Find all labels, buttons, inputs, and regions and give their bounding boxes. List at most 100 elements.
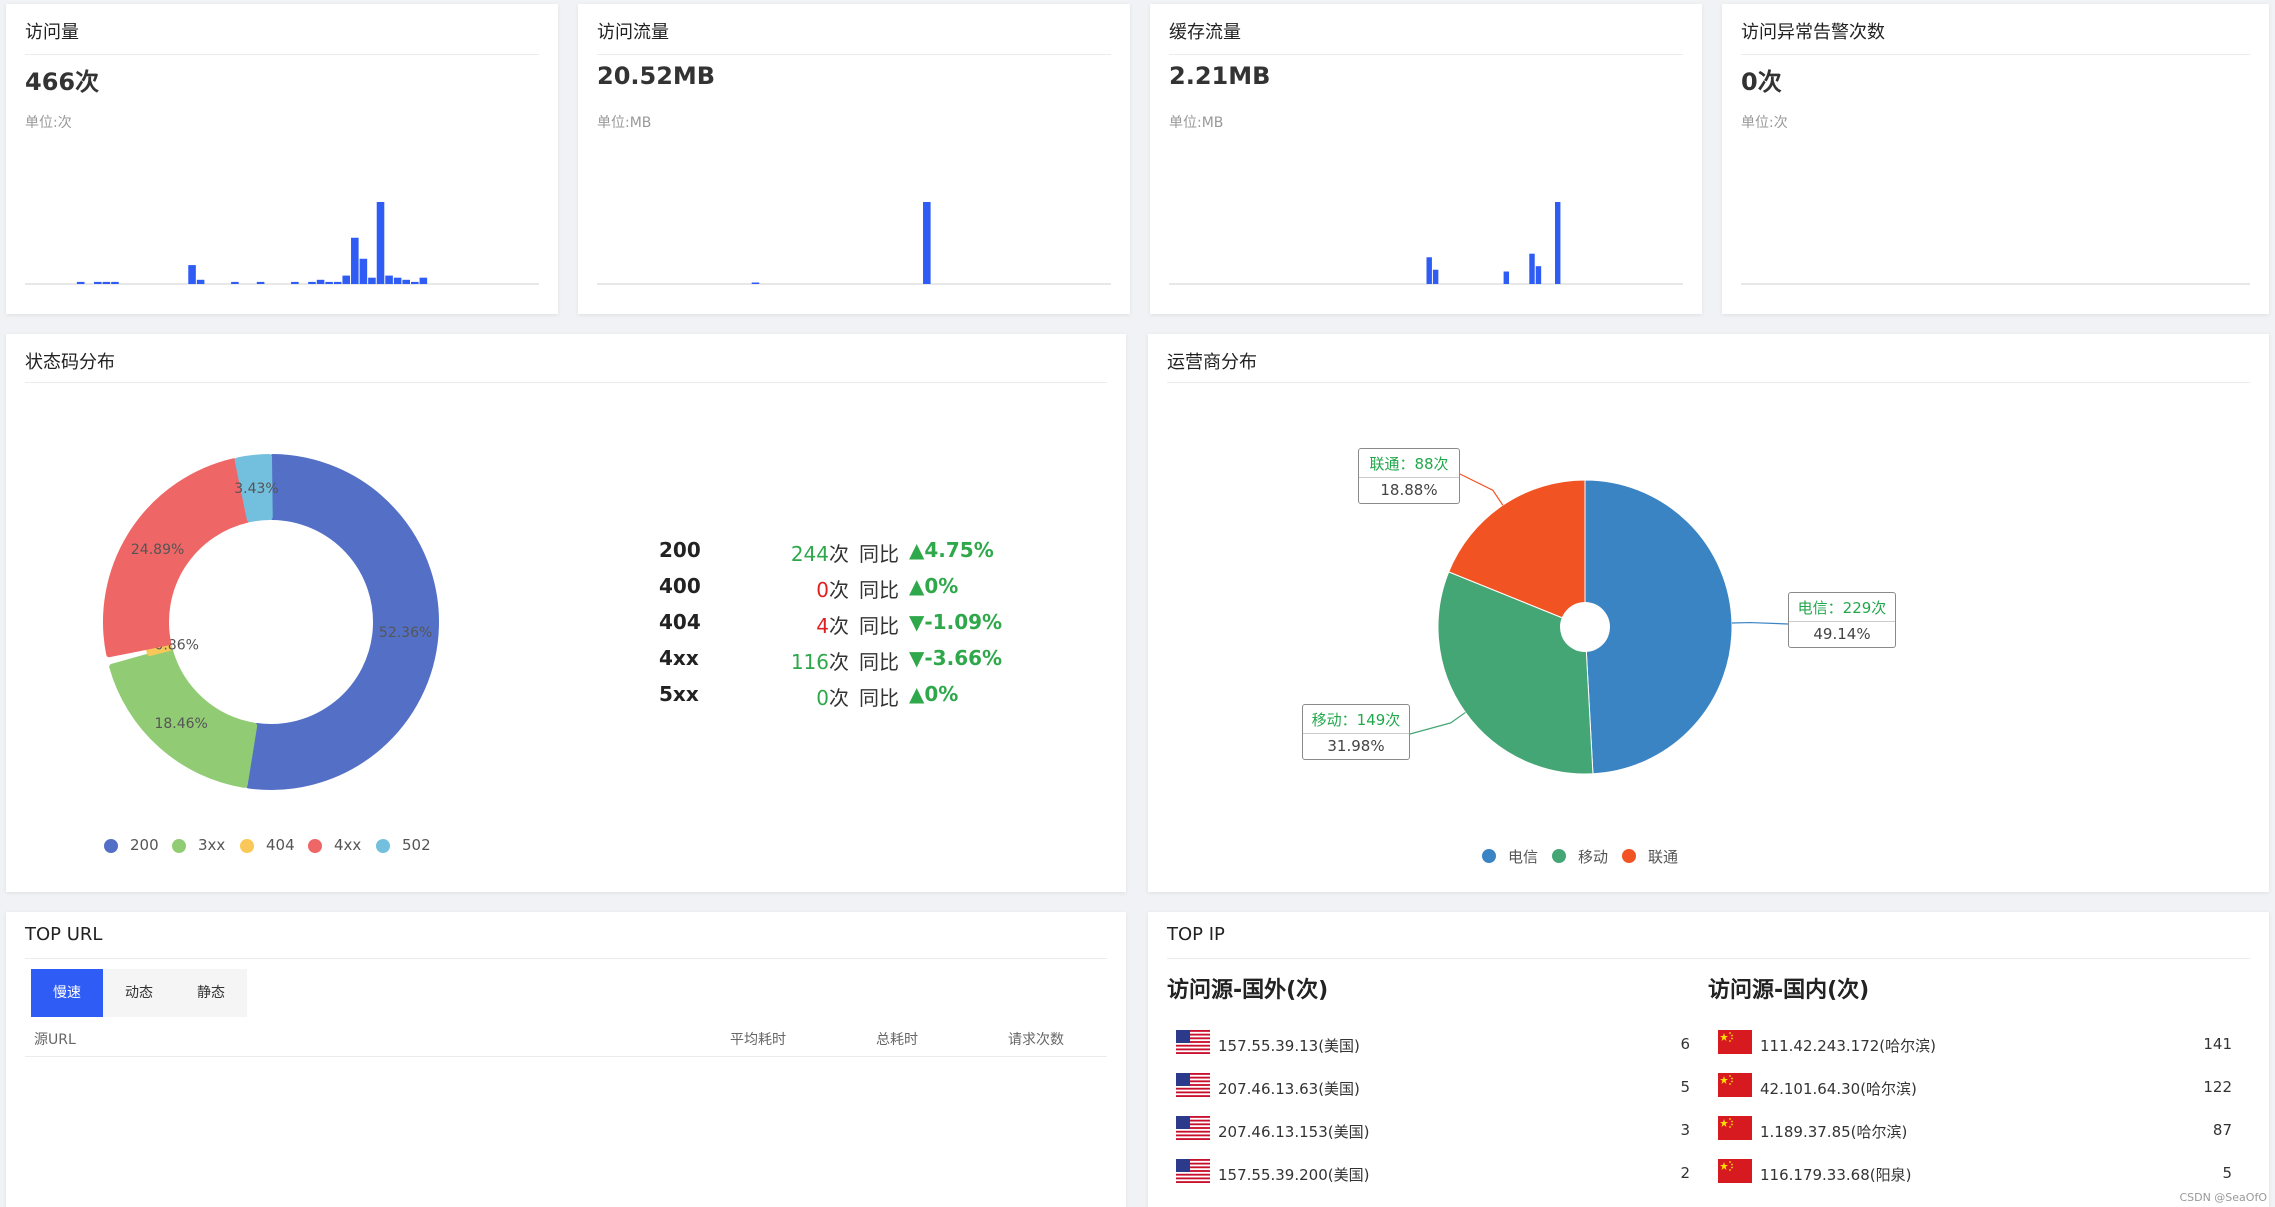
pie-slice-联通[interactable] <box>1448 479 1586 628</box>
ip-row[interactable]: 207.46.13.153(美国) 3 <box>1176 1116 1698 1146</box>
ip-count: 122 <box>2203 1078 2232 1096</box>
legend-label: 3xx <box>198 836 226 854</box>
ip-address: 1.189.37.85(哈尔滨) <box>1760 1123 1908 1141</box>
col-request-count[interactable]: 请求次数 <box>1008 1032 1064 1048</box>
legend-dot <box>104 839 118 853</box>
metric-title: 访问异常告警次数 <box>1741 22 1885 43</box>
ip-row[interactable]: 157.55.39.13(美国) 6 <box>1176 1030 1698 1060</box>
legend-dot <box>1482 849 1496 863</box>
sparkline-bar <box>368 277 376 284</box>
card-title: 状态码分布 <box>25 352 115 373</box>
divider <box>597 54 1111 55</box>
donut-slice-502[interactable] <box>234 454 273 523</box>
sparkline-bar <box>316 279 325 284</box>
pie-slice-电信[interactable] <box>1584 479 1733 775</box>
ip-row[interactable]: 1.189.37.85(哈尔滨) 87 <box>1718 1116 2248 1146</box>
donut-slice-200[interactable] <box>245 454 439 790</box>
status-change: ▼-1.09% <box>909 610 1003 634</box>
legend-item-移动[interactable]: 移动 <box>1552 846 1608 867</box>
status-row-200: 200 244次 同比 ▲4.75% <box>659 538 1059 568</box>
donut-legend: 200 3xx 404 4xx 502 <box>104 836 464 860</box>
cn-flag-icon <box>1718 1116 1752 1140</box>
ip-count: 141 <box>2203 1035 2232 1053</box>
status-code: 404 <box>659 610 701 634</box>
ip-row[interactable]: 42.101.64.30(哈尔滨) 122 <box>1718 1073 2248 1103</box>
legend-dot <box>1552 849 1566 863</box>
ip-address: 42.101.64.30(哈尔滨) <box>1760 1080 1917 1098</box>
sparkline-bar <box>1432 269 1439 284</box>
label-count: 移动：149次 <box>1303 705 1409 734</box>
sparkline-bar <box>342 275 351 284</box>
cn-flag-icon <box>1718 1073 1752 1097</box>
sparkline-bar <box>376 202 385 284</box>
divider <box>1169 54 1683 55</box>
legend-item-502[interactable]: 502 <box>376 836 431 854</box>
divider <box>1167 382 2250 383</box>
legend-item-404[interactable]: 404 <box>240 836 295 854</box>
pie-slice-移动[interactable] <box>1437 571 1594 775</box>
sparkline-bar <box>751 282 760 284</box>
ip-count: 5 <box>1680 1078 1690 1096</box>
us-flag-icon <box>1176 1159 1210 1183</box>
legend-dot <box>172 839 186 853</box>
ip-row[interactable]: 111.42.243.172(哈尔滨) 141 <box>1718 1030 2248 1060</box>
tab-static[interactable]: 静态 <box>197 985 225 1001</box>
status-code: 4xx <box>659 646 699 670</box>
sparkline-bar <box>923 202 931 284</box>
status-donut-chart: 52.36%18.46%0.86%24.89%3.43% <box>103 454 439 790</box>
sparkline-bar <box>1426 257 1432 284</box>
tab-slow[interactable]: 慢速 <box>31 969 103 1017</box>
foreign-ip-list: 157.55.39.13(美国) 6 207.46.13.63(美国) 5 207.46… <box>1176 1030 1698 1200</box>
sparkline-bar <box>402 279 410 284</box>
status-code: 5xx <box>659 682 699 706</box>
ip-row[interactable]: 116.179.33.68(阳泉) 5 <box>1718 1159 2248 1189</box>
metric-card-cache: 缓存流量 2.21MB 单位:MB <box>1150 4 1702 314</box>
sparkline-bar <box>291 281 299 284</box>
legend-label: 联通 <box>1648 848 1679 866</box>
sparkline-bar <box>359 258 368 284</box>
ip-count: 5 <box>2222 1164 2232 1182</box>
sparkline-bar <box>1535 266 1542 284</box>
label-pct: 49.14% <box>1813 625 1871 643</box>
metric-value: 466次 <box>25 68 100 96</box>
donut-label: 24.89% <box>131 542 184 558</box>
legend-item-3xx[interactable]: 3xx <box>172 836 225 854</box>
domestic-heading: 访问源-国内(次) <box>1708 978 1870 1003</box>
col-avg-time[interactable]: 平均耗时 <box>730 1032 786 1048</box>
legend-dot <box>376 839 390 853</box>
status-code-card: 状态码分布 52.36% 18.46% 0.86% 24.89% 3.43% 200 3x… <box>6 334 1126 892</box>
ip-count: 2 <box>1680 1164 1690 1182</box>
label-yidong: 移动：149次 31.98% <box>1302 704 1410 760</box>
tab-dynamic[interactable]: 动态 <box>125 985 153 1001</box>
card-title: TOP URL <box>25 924 103 945</box>
pie-label-line <box>1731 621 1789 625</box>
donut-slice-3xx[interactable] <box>109 647 258 788</box>
metric-unit: 单位:MB <box>597 115 652 131</box>
us-flag-icon <box>1176 1116 1210 1140</box>
sparkline-bar <box>196 279 205 284</box>
pie-legend: 电信 移动 联通 <box>1482 846 1782 870</box>
pie-label-line <box>1409 711 1466 735</box>
status-count: 4次 <box>816 614 849 638</box>
divider <box>1167 958 2250 959</box>
ip-address: 111.42.243.172(哈尔滨) <box>1760 1037 1936 1055</box>
status-count: 244次 <box>790 542 849 566</box>
ip-row[interactable]: 207.46.13.63(美国) 5 <box>1176 1073 1698 1103</box>
metric-value: 20.52MB <box>597 62 716 90</box>
legend-item-200[interactable]: 200 <box>104 836 159 854</box>
legend-item-联通[interactable]: 联通 <box>1622 846 1678 867</box>
metric-title: 访问流量 <box>597 22 669 43</box>
col-source-url[interactable]: 源URL <box>34 1032 76 1048</box>
legend-item-4xx[interactable]: 4xx <box>308 836 361 854</box>
isp-card: 运营商分布 联通：88次 18.88% 电信：229次 49.14% 移动：14… <box>1148 334 2269 892</box>
sparkline-bar <box>325 281 333 284</box>
legend-item-电信[interactable]: 电信 <box>1482 846 1538 867</box>
ip-count: 3 <box>1680 1121 1690 1139</box>
col-total-time[interactable]: 总耗时 <box>876 1032 918 1048</box>
domestic-ip-list: 111.42.243.172(哈尔滨) 141 42.101.64.30(哈尔滨) 1… <box>1718 1030 2248 1200</box>
donut-slice-4xx[interactable] <box>103 458 251 658</box>
sparkline-chart <box>1741 283 2250 285</box>
metric-value: 2.21MB <box>1169 62 1271 90</box>
ip-row[interactable]: 157.55.39.200(美国) 2 <box>1176 1159 1698 1189</box>
watermark: CSDN @SeaOfO <box>2179 1191 2267 1204</box>
